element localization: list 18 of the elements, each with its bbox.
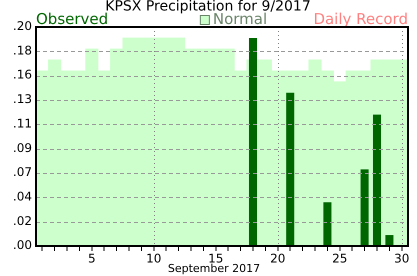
text: Observed: [36, 10, 108, 28]
y-tick-label: .20: [12, 19, 32, 34]
y-tick-label: .13: [12, 92, 32, 106]
x-tick-label: 20: [270, 251, 286, 266]
y-tick-label: .00: [12, 238, 32, 252]
x-tick-label: 10: [146, 251, 162, 266]
x-tick-label: 30: [394, 251, 410, 266]
y-tick-label: .11: [12, 116, 32, 130]
y-tick-label: .16: [12, 68, 32, 82]
x-tick-label: 5: [88, 251, 96, 266]
y-tick-label: .07: [12, 165, 32, 180]
y-tick-label: .02: [12, 214, 32, 228]
y-tick-label: .18: [12, 43, 32, 58]
y-tick-label: .04: [12, 190, 32, 204]
legend-label: Normal: [212, 10, 268, 28]
legend-label: Daily Record: [313, 10, 408, 28]
x-tick-label: 25: [332, 251, 348, 266]
y-tick-label: .09: [12, 140, 32, 155]
